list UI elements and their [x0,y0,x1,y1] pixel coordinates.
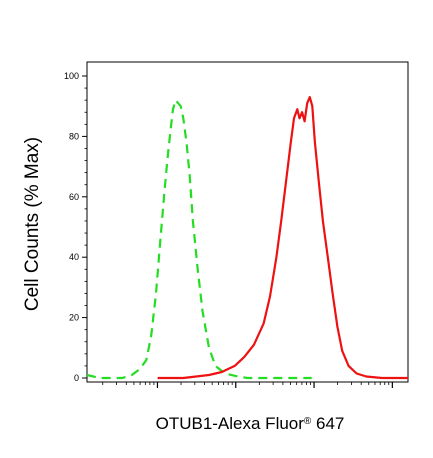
y-tick-label: 60 [69,192,79,202]
series-layer [86,96,408,380]
series-line-dashed [86,99,312,380]
registered-mark: ® [304,416,312,427]
x-axis-ticks [102,382,393,388]
x-axis-label-text: OTUB1-Alexa Fluor [156,414,305,433]
y-tick-label: 40 [69,252,79,262]
y-tick-label: 0 [74,373,79,383]
x-axis-label: OTUB1-Alexa Fluor® 647 [156,414,345,433]
y-axis-ticks: 0 20 40 60 80 100 [64,71,87,383]
plot-border [86,61,409,383]
y-tick-label: 20 [69,313,79,323]
series-line-solid [157,96,408,380]
y-axis-label: Cell Counts (% Max) [22,137,43,311]
x-axis-label-suffix: 647 [311,414,344,433]
y-tick-label: 80 [69,131,79,141]
y-tick-label: 100 [64,71,79,81]
plot-frame [86,61,409,383]
